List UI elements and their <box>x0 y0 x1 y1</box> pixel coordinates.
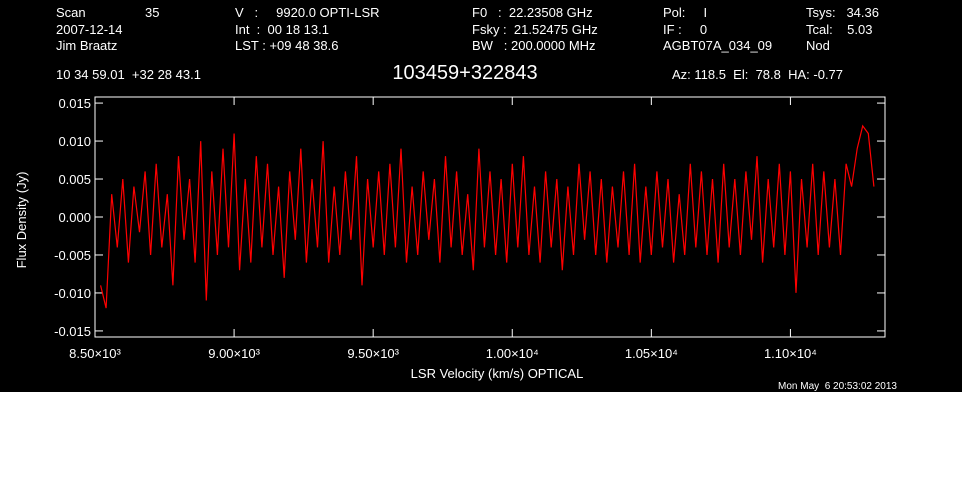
header-text: Tcal: 5.03 <box>806 22 872 37</box>
y-tick-label: 0.000 <box>58 210 91 225</box>
x-tick-label: 9.00×10³ <box>208 346 260 361</box>
y-tick-label: 0.015 <box>58 96 91 111</box>
spectrum-line <box>100 124 875 309</box>
header-text: Az: 118.5 El: 78.8 HA: -0.77 <box>672 67 843 82</box>
chart-title: 103459+322843 <box>392 62 537 84</box>
x-tick-label: 1.10×10⁴ <box>764 346 817 361</box>
header-text: Nod <box>806 38 830 53</box>
y-tick-label: 0.010 <box>58 134 91 149</box>
header-text: Scan <box>56 5 86 20</box>
header-text: LST : +09 48 38.6 <box>235 38 338 53</box>
y-tick-label: -0.015 <box>54 324 91 339</box>
header-text: V : 9920.0 OPTI-LSR <box>235 5 380 20</box>
header-text: Tsys: 34.36 <box>806 5 879 20</box>
y-tick-label: -0.005 <box>54 248 91 263</box>
header-text: 10 34 59.01 +32 28 43.1 <box>56 67 201 82</box>
header-text: Jim Braatz <box>56 38 117 53</box>
header-text: BW : 200.0000 MHz <box>472 38 596 53</box>
header-text: Fsky : 21.52475 GHz <box>472 22 598 37</box>
header-text: Pol: I <box>663 5 707 20</box>
x-tick-label: 9.50×10³ <box>347 346 399 361</box>
y-tick-label: 0.005 <box>58 172 91 187</box>
y-tick-label: -0.010 <box>54 286 91 301</box>
x-tick-label: 1.00×10⁴ <box>486 346 539 361</box>
header-text: IF : 0 <box>663 22 707 37</box>
timestamp: Mon May 6 20:53:02 2013 <box>778 381 897 392</box>
x-tick-label: 1.05×10⁴ <box>625 346 678 361</box>
header-text: 2007-12-14 <box>56 22 123 37</box>
header-text: AGBT07A_034_09 <box>663 38 772 53</box>
x-tick-label: 8.50×10³ <box>69 346 121 361</box>
y-axis-label: Flux Density (Jy) <box>14 172 29 269</box>
header-text: Int : 00 18 13.1 <box>235 22 329 37</box>
header-text: F0 : 22.23508 GHz <box>472 5 593 20</box>
x-axis-label: LSR Velocity (km/s) OPTICAL <box>411 366 584 381</box>
header-text: 35 <box>145 5 159 20</box>
